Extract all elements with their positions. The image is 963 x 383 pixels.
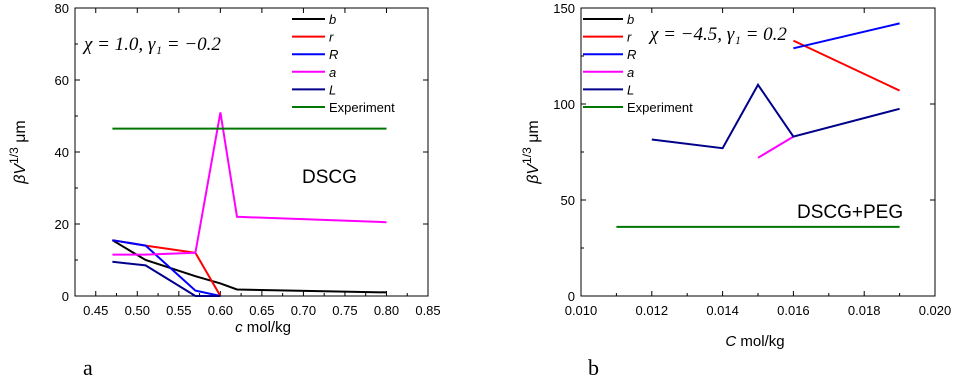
x-tick-label: 0.45 [83, 303, 108, 318]
x-tick-label: 0.75 [332, 303, 357, 318]
series-line-a [757, 135, 794, 159]
y-tick-label: 100 [553, 97, 575, 112]
y-tick-label: 20 [55, 217, 69, 232]
y-tick-label: 0 [568, 289, 575, 304]
parameter-annotation: χ = −4.5, γ₁ = 0.2 [648, 24, 787, 45]
series-line-L [651, 82, 900, 150]
x-tick-label: 0.010 [565, 303, 598, 318]
x-tick-label: 0.018 [848, 303, 881, 318]
y-axis-label: βV1/3 μm [7, 120, 29, 185]
legend-label-b: b [627, 12, 634, 27]
series-line-b [111, 239, 387, 294]
y-tick-label: 50 [561, 193, 575, 208]
y-axis-main: βV [12, 163, 29, 185]
parameter-annotation: χ = 1.0, γ₁ = −0.2 [82, 34, 221, 55]
y-tick-label: 80 [55, 1, 69, 16]
legend-label-Experiment: Experiment [329, 100, 395, 115]
chart-panel-a: 0.45 0.50 0.55 0.60 0.65 0.70 0.75 0.80 0.85 0 20 4… [7, 1, 441, 336]
y-tick-label: 0 [62, 289, 69, 304]
x-tick-label: 0.65 [249, 303, 274, 318]
series-line-r [112, 239, 222, 297]
x-tick-label: 0.70 [291, 303, 316, 318]
y-tick-label: 40 [55, 145, 69, 160]
y-axis-superscript: 1/3 [520, 147, 534, 164]
legend-label-L: L [627, 82, 634, 97]
x-tick-label: 0.55 [166, 303, 191, 318]
x-tick-label: 0.50 [125, 303, 150, 318]
legend-label-L: L [329, 82, 336, 97]
x-axis-unit: mol/kg [736, 333, 784, 350]
series-line-L [112, 260, 221, 297]
series-line-R [793, 22, 900, 50]
x-tick-label: 0.012 [636, 303, 669, 318]
x-tick-label: 0.016 [777, 303, 810, 318]
legend-label-b: b [329, 12, 336, 27]
legend-label-R: R [329, 47, 338, 62]
x-tick-label: 0.020 [919, 303, 952, 318]
y-axis-unit: μm [525, 120, 542, 147]
x-tick-label: 0.014 [706, 303, 739, 318]
sample-label: DSCG [302, 167, 357, 188]
legend-label-a: a [329, 65, 336, 80]
series-line-r [792, 39, 901, 92]
x-tick-label: 0.80 [374, 303, 399, 318]
x-axis-variable: C [725, 333, 736, 350]
legend-label-Experiment: Experiment [627, 100, 693, 115]
x-axis-unit: mol/kg [243, 319, 291, 336]
legend-label-r: r [627, 30, 632, 45]
y-tick-label: 150 [553, 1, 575, 16]
series-line-R [112, 239, 221, 297]
chart-panel-b: 0.010 0.012 0.014 0.016 0.018 0.020 0 50 100 150 b… [520, 1, 951, 350]
x-axis-variable: c [235, 319, 243, 336]
panel-label-b: b [588, 355, 599, 380]
legend-label-R: R [627, 47, 636, 62]
series-line-a [112, 112, 387, 256]
x-tick-label: 0.60 [208, 303, 233, 318]
sample-label: DSCG+PEG [797, 202, 903, 223]
y-axis-unit: μm [12, 120, 29, 147]
y-axis-superscript: 1/3 [7, 147, 21, 164]
legend-label-r: r [329, 30, 334, 45]
y-tick-label: 60 [55, 73, 69, 88]
y-axis-main: βV [525, 163, 542, 185]
y-axis-label: βV1/3 μm [520, 120, 542, 185]
x-axis-label: C mol/kg [725, 333, 784, 350]
x-tick-label: 0.85 [415, 303, 440, 318]
panel-label-a: a [83, 355, 93, 380]
x-axis-label: c mol/kg [235, 319, 291, 336]
legend-label-a: a [627, 65, 634, 80]
